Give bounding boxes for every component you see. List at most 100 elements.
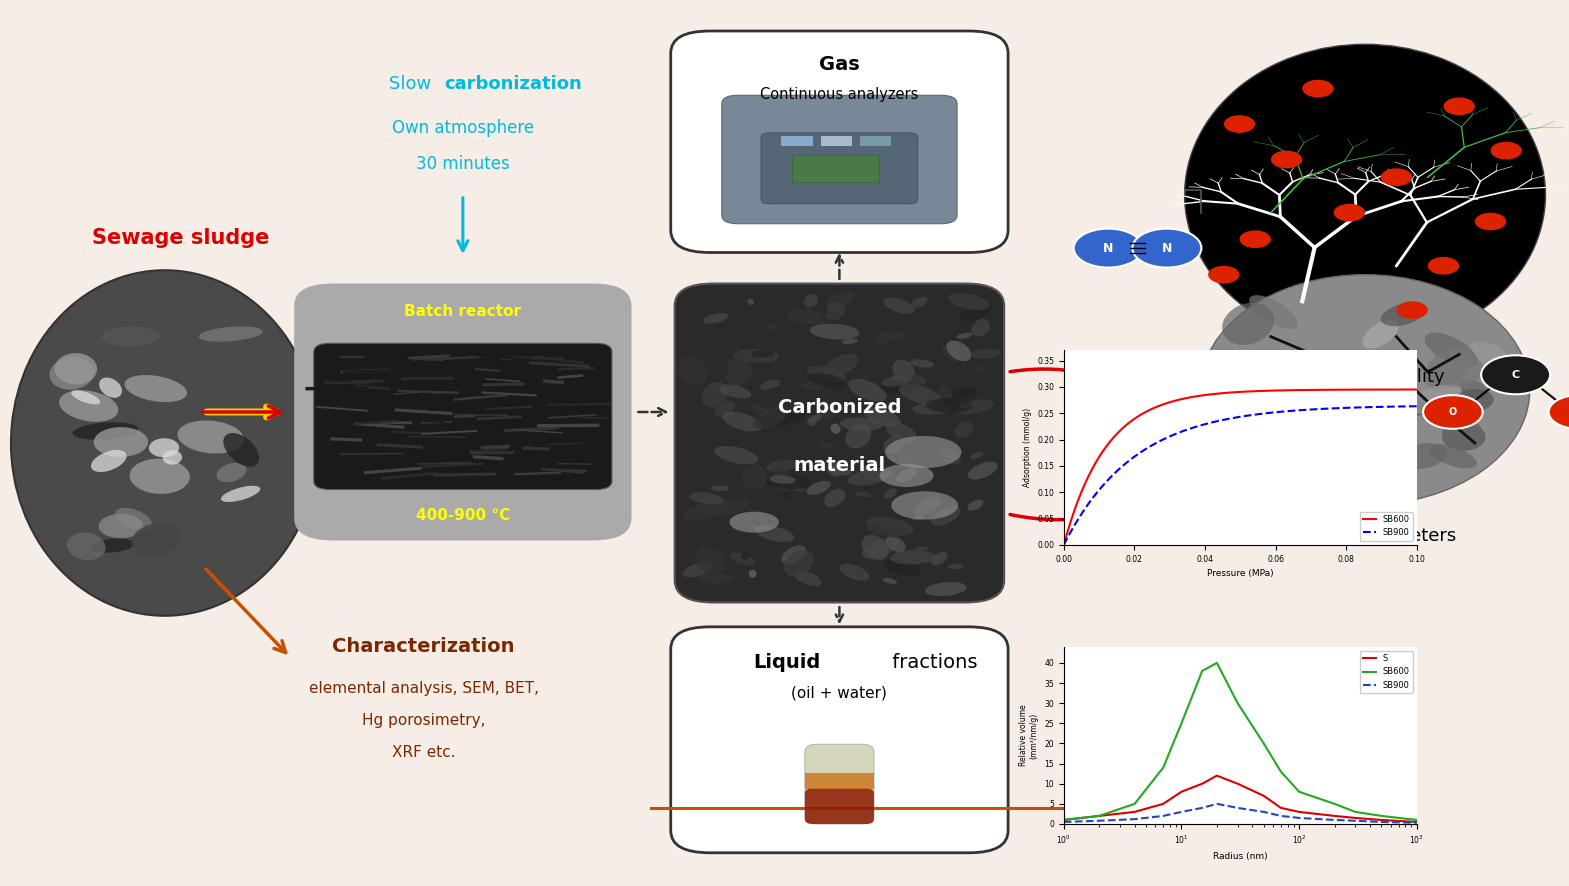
Ellipse shape: [177, 421, 245, 454]
Y-axis label: Adsorption (mmol/g): Adsorption (mmol/g): [1023, 408, 1031, 487]
SB600: [1054, 540, 1073, 550]
Ellipse shape: [890, 550, 935, 564]
SB900: [1208, 798, 1227, 809]
Text: Gas: Gas: [819, 55, 860, 74]
Ellipse shape: [821, 309, 835, 323]
Text: Carbonized: Carbonized: [778, 398, 901, 417]
Text: C: C: [1511, 369, 1520, 380]
Text: Slow: Slow: [389, 75, 438, 93]
Text: Own atmosphere: Own atmosphere: [392, 120, 533, 137]
S: [1290, 806, 1309, 817]
Ellipse shape: [750, 350, 775, 357]
Circle shape: [1423, 395, 1483, 429]
Ellipse shape: [885, 560, 921, 576]
FancyBboxPatch shape: [672, 627, 1009, 852]
Ellipse shape: [957, 332, 971, 338]
Circle shape: [1381, 168, 1412, 186]
Ellipse shape: [938, 447, 962, 464]
SB900: [1056, 537, 1075, 548]
Ellipse shape: [730, 512, 778, 532]
Ellipse shape: [866, 525, 896, 536]
FancyBboxPatch shape: [314, 343, 612, 489]
Ellipse shape: [1432, 357, 1484, 386]
Circle shape: [1481, 355, 1550, 394]
S: [1125, 806, 1144, 817]
Ellipse shape: [130, 459, 190, 494]
FancyBboxPatch shape: [805, 744, 874, 824]
Ellipse shape: [783, 491, 789, 498]
SB600: [1229, 698, 1247, 709]
SB900: [1271, 811, 1290, 821]
Ellipse shape: [102, 326, 160, 346]
Circle shape: [1240, 230, 1271, 248]
Ellipse shape: [847, 468, 891, 486]
Ellipse shape: [839, 563, 869, 581]
FancyBboxPatch shape: [672, 31, 1009, 253]
Ellipse shape: [794, 571, 822, 587]
Text: Batch reactor: Batch reactor: [405, 305, 521, 319]
SB900: [1346, 815, 1365, 826]
Ellipse shape: [99, 514, 143, 538]
Ellipse shape: [913, 498, 940, 516]
Ellipse shape: [1442, 423, 1486, 451]
Ellipse shape: [722, 412, 763, 431]
Ellipse shape: [883, 488, 896, 499]
SB900: [1374, 401, 1393, 412]
Ellipse shape: [954, 422, 973, 439]
FancyBboxPatch shape: [295, 284, 631, 540]
Ellipse shape: [930, 506, 960, 525]
Ellipse shape: [1362, 419, 1403, 452]
S: [1271, 803, 1290, 813]
Ellipse shape: [912, 297, 927, 307]
Circle shape: [1334, 204, 1365, 222]
Ellipse shape: [742, 464, 767, 489]
Ellipse shape: [683, 502, 725, 521]
Ellipse shape: [810, 414, 822, 423]
Ellipse shape: [733, 348, 780, 363]
Circle shape: [1396, 301, 1428, 319]
Text: carbonization: carbonization: [444, 75, 582, 93]
SB900: [1153, 811, 1172, 821]
S: [1346, 812, 1365, 823]
Ellipse shape: [50, 357, 94, 390]
Ellipse shape: [115, 508, 152, 530]
S: [1090, 811, 1109, 821]
Ellipse shape: [912, 402, 951, 415]
Circle shape: [1302, 80, 1334, 97]
Ellipse shape: [132, 523, 180, 556]
Ellipse shape: [217, 462, 246, 482]
S: [1192, 779, 1211, 789]
Text: N: N: [1161, 242, 1172, 254]
Circle shape: [1133, 229, 1202, 268]
Ellipse shape: [714, 446, 758, 464]
Ellipse shape: [817, 442, 835, 447]
Ellipse shape: [1354, 410, 1381, 431]
Circle shape: [1428, 257, 1459, 275]
Ellipse shape: [930, 552, 948, 565]
Text: Textural parameters: Textural parameters: [1274, 527, 1456, 545]
Ellipse shape: [880, 377, 924, 393]
Ellipse shape: [766, 460, 799, 471]
Ellipse shape: [784, 550, 814, 577]
Ellipse shape: [973, 366, 987, 371]
Ellipse shape: [1365, 379, 1418, 420]
SB900: [1172, 806, 1191, 817]
Circle shape: [1073, 229, 1142, 268]
Ellipse shape: [753, 406, 788, 429]
Ellipse shape: [1310, 438, 1365, 476]
Text: fractions: fractions: [886, 653, 977, 672]
SB600: [1352, 385, 1371, 395]
FancyBboxPatch shape: [675, 284, 1004, 602]
Ellipse shape: [897, 453, 915, 470]
Ellipse shape: [827, 462, 841, 477]
Ellipse shape: [94, 427, 147, 457]
Ellipse shape: [781, 546, 806, 564]
Ellipse shape: [698, 573, 733, 584]
SB600: [1056, 535, 1075, 546]
SB900: [1254, 806, 1272, 817]
Ellipse shape: [223, 433, 259, 467]
Ellipse shape: [956, 400, 993, 414]
Ellipse shape: [861, 538, 899, 559]
Ellipse shape: [1392, 392, 1428, 416]
Ellipse shape: [926, 495, 938, 509]
